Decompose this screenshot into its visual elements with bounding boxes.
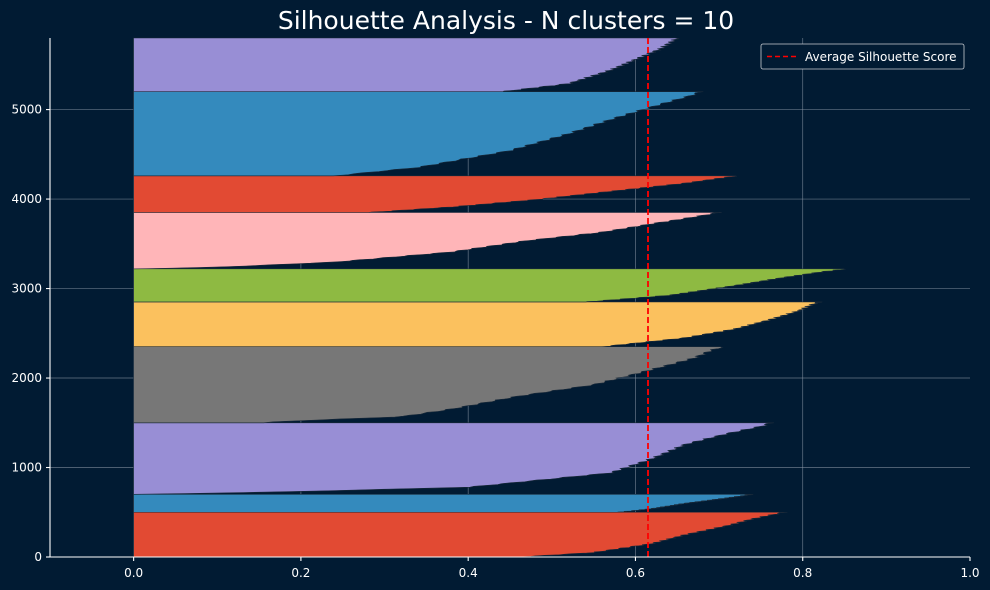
- x-tick-label: 0.2: [291, 566, 310, 580]
- y-tick-label: 1000: [11, 461, 42, 475]
- legend-label: Average Silhouette Score: [805, 50, 957, 64]
- x-tick-label: 0.0: [124, 566, 143, 580]
- legend: Average Silhouette Score: [760, 43, 965, 70]
- axes-layer: [49, 38, 970, 558]
- cluster-6-silhouette: [133, 212, 722, 270]
- cluster-7-silhouette: [133, 175, 738, 213]
- cluster-2-silhouette: [133, 422, 774, 495]
- ticks-layer: 0.0 0.2 0.4 0.6 0.8 1.0 0 1000 2000 3000 4000 5000: [11, 103, 979, 580]
- cluster-8-silhouette: [133, 91, 704, 177]
- y-tick-label: 4000: [11, 192, 42, 206]
- y-tick-label: 5000: [11, 103, 42, 117]
- y-tick-label: 2000: [11, 371, 42, 385]
- legend-frame: [760, 43, 965, 70]
- cluster-1-silhouette: [133, 494, 754, 513]
- y-tick-label: 3000: [11, 282, 42, 296]
- y-tick-label: 0: [34, 550, 42, 564]
- x-tick-label: 1.0: [960, 566, 979, 580]
- x-tick-label: 0.6: [626, 566, 645, 580]
- clusters-layer: [133, 37, 846, 558]
- chart-title: Silhouette Analysis - N clusters = 10: [278, 6, 734, 35]
- x-tick-label: 0.4: [459, 566, 478, 580]
- cluster-4-silhouette: [133, 301, 823, 348]
- cluster-0-silhouette: [133, 511, 788, 558]
- cluster-5-silhouette: [133, 268, 846, 303]
- cluster-3-silhouette: [133, 346, 724, 424]
- cluster-9-silhouette: [133, 37, 680, 92]
- x-tick-label: 0.8: [793, 566, 812, 580]
